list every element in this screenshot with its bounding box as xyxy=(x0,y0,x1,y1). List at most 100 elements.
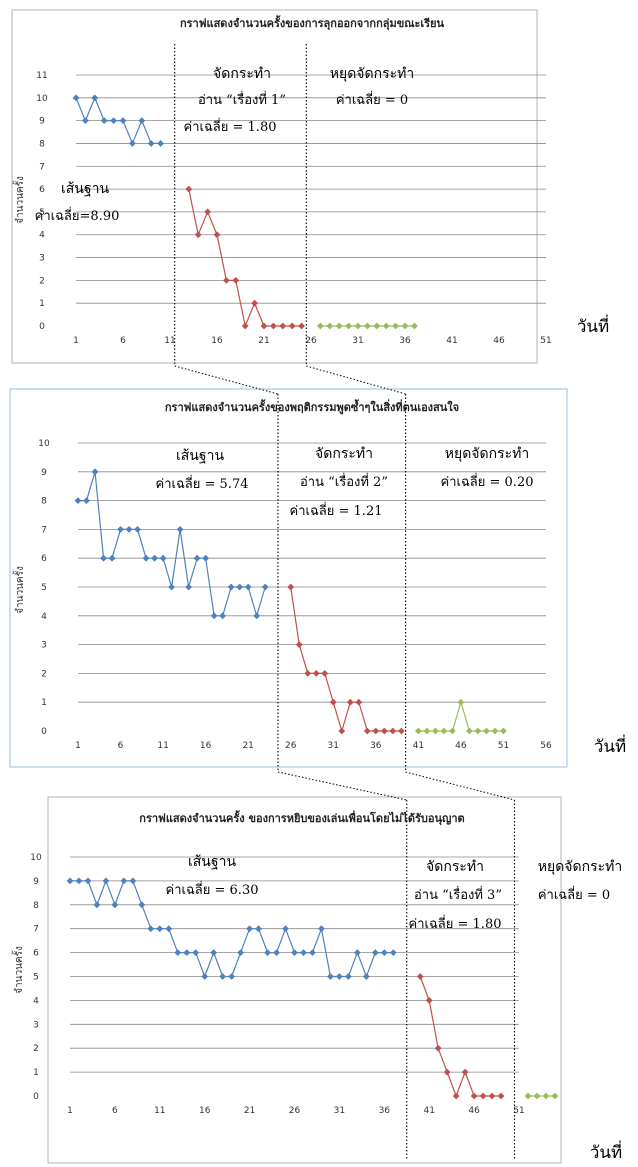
data-point xyxy=(251,299,258,307)
data-point xyxy=(312,670,320,677)
x-tick-label: 51 xyxy=(498,741,509,751)
phase-label-1: เส้นฐาน xyxy=(61,181,109,197)
x-tick-label: 26 xyxy=(289,1106,301,1116)
data-point xyxy=(147,140,155,147)
data-point xyxy=(295,641,303,648)
data-point xyxy=(102,877,110,885)
x-tick-label: 11 xyxy=(154,1106,165,1116)
x-tick-label: 31 xyxy=(334,1106,345,1116)
data-point xyxy=(304,670,312,677)
x-tick-label: 21 xyxy=(244,1106,255,1116)
y-tick-label: 8 xyxy=(39,139,45,149)
x-axis-label: วันที่ xyxy=(577,314,609,337)
y-axis-label: จำนวนครั้ง xyxy=(12,176,26,224)
x-tick-label: 51 xyxy=(540,336,551,346)
data-point xyxy=(219,612,227,620)
x-tick-label: 41 xyxy=(423,1106,434,1116)
y-tick-label: 4 xyxy=(39,231,45,241)
phase-label-3: ค่าเฉลี่ย = 0 xyxy=(538,886,610,903)
data-point xyxy=(318,925,325,933)
data-point xyxy=(270,322,277,330)
data-point xyxy=(91,94,99,102)
y-tick-label: 9 xyxy=(39,117,45,127)
x-tick-label: 36 xyxy=(399,336,411,346)
y-tick-label: 1 xyxy=(39,299,45,309)
data-point xyxy=(345,322,352,330)
data-point xyxy=(401,322,409,330)
data-point xyxy=(288,322,296,330)
data-point xyxy=(416,973,424,980)
phase-label-2: ค่าเฉลี่ย = 1.80 xyxy=(184,118,277,135)
data-point xyxy=(457,698,465,706)
data-point xyxy=(389,727,397,735)
chart-frame xyxy=(47,796,562,1164)
data-point xyxy=(91,468,99,476)
x-tick-label: 41 xyxy=(446,336,457,346)
phase-label-2: จัดกระทำ xyxy=(426,859,484,875)
data-point xyxy=(129,140,136,147)
data-point xyxy=(232,276,240,284)
data-point xyxy=(392,322,399,330)
y-tick-label: 7 xyxy=(39,162,45,172)
data-point xyxy=(110,117,117,125)
y-tick-label: 2 xyxy=(33,1044,39,1054)
x-tick-label: 1 xyxy=(75,741,81,751)
data-point xyxy=(236,583,244,591)
y-tick-label: 3 xyxy=(39,254,45,264)
y-axis-label: จำนวนครั้ง xyxy=(12,566,26,614)
data-point xyxy=(373,322,381,330)
y-axis-label: จำนวนครั้ง xyxy=(11,946,25,994)
data-point xyxy=(228,973,236,980)
data-point xyxy=(194,231,202,239)
data-point xyxy=(371,949,379,956)
data-point xyxy=(244,583,252,591)
data-point xyxy=(176,526,184,533)
data-point xyxy=(227,583,235,591)
data-point xyxy=(479,1092,487,1100)
data-point xyxy=(138,117,146,125)
data-point xyxy=(134,526,141,533)
y-tick-label: 2 xyxy=(39,276,45,286)
x-tick-label: 41 xyxy=(413,741,424,751)
phase-connector xyxy=(174,365,279,395)
y-tick-label: 8 xyxy=(33,901,39,911)
x-tick-label: 26 xyxy=(305,336,317,346)
x-tick-label: 16 xyxy=(200,741,212,751)
phase-label-1: เส้นฐาน xyxy=(188,854,236,870)
data-point xyxy=(380,949,388,956)
data-point xyxy=(219,973,227,980)
phase-label-1: เส้นฐาน xyxy=(176,448,224,464)
phase-label-3: หยุดจัดกระทำ xyxy=(330,66,414,82)
phase-label-3: ค่าเฉลี่ย = 0.20 xyxy=(441,473,534,490)
data-point xyxy=(237,949,245,956)
data-point xyxy=(551,1092,559,1100)
data-point xyxy=(261,583,269,591)
phase-label-1: ค่าเฉลี่ย = 6.30 xyxy=(166,881,259,898)
data-point xyxy=(335,322,343,330)
y-tick-label: 0 xyxy=(33,1092,39,1102)
y-tick-label: 4 xyxy=(41,612,47,622)
data-point xyxy=(156,925,164,933)
data-point xyxy=(382,322,390,330)
data-point xyxy=(355,698,363,706)
y-tick-label: 6 xyxy=(39,185,45,195)
data-point xyxy=(380,727,388,735)
series-2 xyxy=(287,583,405,735)
phase-label-3: หยุดจัดกระทำ xyxy=(445,446,529,462)
series-1 xyxy=(66,877,397,980)
chart-title: กราฟแสดงจำนวนครั้งของพฤติกรรมพูดซ้ำๆในสิ… xyxy=(165,399,459,415)
y-tick-label: 5 xyxy=(33,973,39,983)
y-tick-label: 2 xyxy=(41,669,47,679)
x-axis-label: วันที่ xyxy=(590,1140,622,1163)
y-tick-label: 10 xyxy=(30,853,42,863)
x-tick-label: 46 xyxy=(455,741,467,751)
x-tick-label: 31 xyxy=(352,336,363,346)
data-point xyxy=(362,973,370,980)
data-point xyxy=(434,1044,442,1052)
data-point xyxy=(260,322,268,330)
y-tick-label: 7 xyxy=(41,525,47,535)
data-point xyxy=(204,208,211,216)
series-3 xyxy=(414,698,507,735)
data-point xyxy=(100,117,108,125)
y-tick-label: 10 xyxy=(36,94,48,104)
